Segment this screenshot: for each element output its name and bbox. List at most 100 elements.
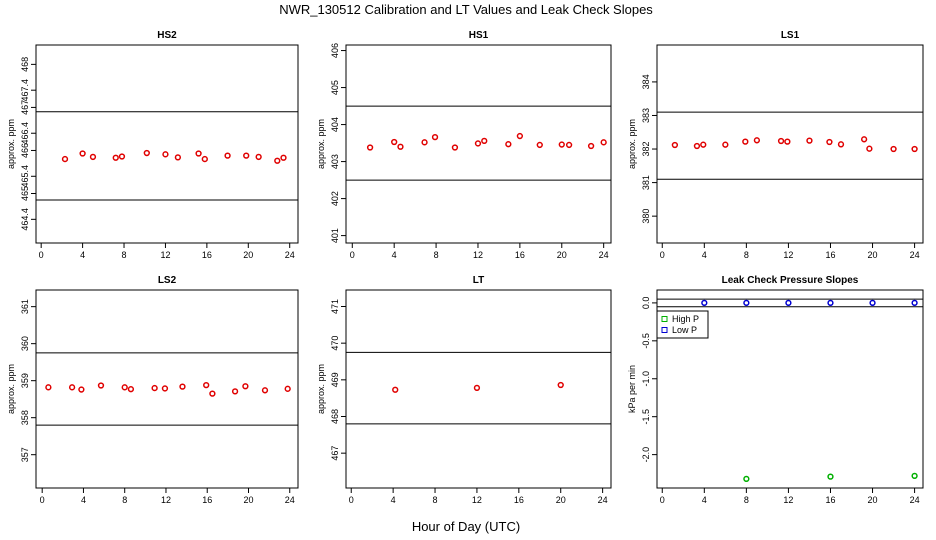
data-point [516,132,524,140]
data-point [473,384,481,392]
x-tick-label: 12 [160,250,170,260]
panel-title: LS2 [158,275,177,286]
x-tick-label: 12 [161,495,171,505]
data-point [558,141,565,148]
plot-frame [345,289,612,489]
data-point [209,390,216,397]
main-title: NWR_130512 Calibration and LT Values and… [279,2,653,17]
y-tick-label: 361 [20,299,30,314]
data-point [392,386,399,393]
y-axis: 380 381 382 383 384 [641,74,657,224]
data-point [451,144,459,151]
data-point [600,139,607,146]
y-tick-label: 467 [330,446,340,461]
data-point [890,145,897,153]
data-point [671,141,679,149]
y-axis-label: approx. ppm [316,119,326,169]
x-tick-label: 24 [285,250,295,260]
data-point [391,138,398,146]
data-point [231,388,239,395]
x-tick-label: 16 [515,250,525,260]
panel-title: LS1 [781,30,800,41]
data-point [261,387,269,394]
x-tick-label: 12 [783,250,793,260]
data-point [274,157,281,164]
x-axis: 0 4 8 12 16 20 24 [40,488,295,505]
x-tick-label: 4 [702,495,707,505]
x-tick-label: 20 [868,250,878,260]
y-tick-label: 471 [330,299,340,314]
series-values [366,132,607,151]
y-tick-label: 402 [330,191,340,206]
x-tick-label: 4 [702,250,707,260]
series-values [45,381,291,397]
y-tick-label: 466 [20,143,30,158]
x-tick-label: 8 [433,495,438,505]
data-point [827,473,834,480]
x-tick-label: 4 [392,250,397,260]
x-tick-label: 0 [350,250,355,260]
data-point [565,141,573,149]
x-tick-label: 8 [744,250,749,260]
x-tick-label: 0 [660,495,665,505]
x-tick-label: 20 [243,250,253,260]
data-point [587,142,595,150]
y-tick-label: 465.4 [20,165,30,188]
series-high-p [743,472,918,483]
data-point [79,150,86,157]
data-point [366,144,374,151]
y-tick-label: 404 [330,117,340,132]
panel-lt: LT 0 4 8 12 16 20 24 467 468 469 470 471 approx. ppm [316,275,612,505]
y-tick-label: 465 [20,186,30,201]
y-tick-label: 468 [330,409,340,424]
y-tick-label: -0.5 [641,333,651,349]
panel-hs1: HS1 0 4 8 12 16 20 24 401 402 403 404 405 406 approx. … [316,30,612,260]
x-tick-label: 16 [514,495,524,505]
data-point [693,142,701,150]
x-tick-label: 8 [744,495,749,505]
x-tick-label: 24 [910,495,920,505]
series-values [671,136,918,153]
data-point [866,145,873,152]
legend-label: High P [672,314,699,324]
data-point [127,386,135,393]
x-axis: 0 4 8 12 16 20 24 [39,243,295,260]
data-point [753,137,761,144]
data-point [45,384,52,391]
panel-ls2: LS2 0 4 8 12 16 20 24 357 358 359 360 361 approx. ppm [6,275,299,505]
x-tick-label: 20 [243,495,253,505]
series-low-p [701,299,918,307]
panel-title: LT [473,275,484,286]
y-tick-label: 383 [641,108,651,123]
data-point [68,384,76,391]
x-tick-label: 0 [40,495,45,505]
x-tick-label: 0 [660,250,665,260]
x-tick-label: 16 [202,250,212,260]
data-point [174,154,182,161]
data-point [742,138,749,145]
data-point [474,140,482,147]
y-tick-label: 358 [20,410,30,425]
data-point [242,383,249,390]
y-tick-label: 382 [641,142,651,157]
data-point [195,150,202,157]
plot-frame [656,289,924,489]
y-tick-label: 464.4 [20,208,30,231]
series-values [61,149,287,164]
data-point [743,299,750,307]
x-tick-label: 0 [39,250,44,260]
data-point [743,475,750,483]
x-tick-label: 24 [598,495,608,505]
x-axis: 0 4 8 12 16 20 24 [349,488,608,505]
data-point [97,382,105,389]
plot-frame [35,44,299,244]
x-tick-label: 12 [472,495,482,505]
data-point [431,134,439,141]
x-tick-label: 16 [202,495,212,505]
data-point [201,155,208,163]
x-tick-label: 8 [434,250,439,260]
data-point [481,137,488,145]
